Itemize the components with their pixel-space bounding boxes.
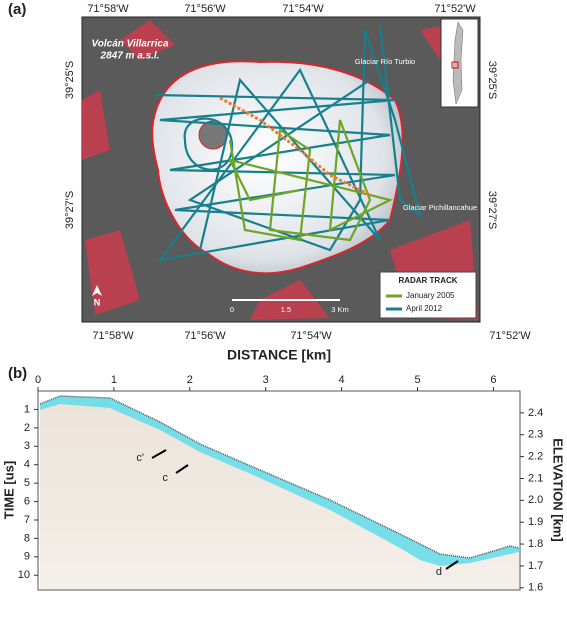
y2-tick-label: 2.1 bbox=[528, 472, 543, 484]
north-label: N bbox=[94, 297, 101, 307]
y2-tick-label: 1.8 bbox=[528, 538, 543, 550]
legend-label: January 2005 bbox=[406, 291, 455, 300]
legend-label: April 2012 bbox=[406, 304, 443, 313]
lat-tick-label: 39°27'S bbox=[64, 191, 76, 229]
y2-tick-label: 1.7 bbox=[528, 560, 543, 572]
lon-tick-label: 71°58'W bbox=[92, 330, 134, 342]
y-axis-label: TIME [us] bbox=[1, 461, 16, 520]
annotation: c' bbox=[136, 452, 144, 464]
y2-tick-label: 1.9 bbox=[528, 516, 543, 528]
annotation: c bbox=[163, 472, 169, 484]
y2-tick-label: 2.4 bbox=[528, 407, 543, 419]
y2-axis-label: ELEVATION [km] bbox=[551, 438, 566, 542]
y2-tick-label: 2.2 bbox=[528, 451, 543, 463]
lon-tick-label: 71°58'W bbox=[87, 3, 129, 15]
north-arrow bbox=[92, 285, 102, 296]
profile bbox=[37, 390, 521, 591]
lon-tick-label: 71°56'W bbox=[184, 330, 226, 342]
glacier-label: Glaciar Pichillancahue bbox=[403, 203, 477, 212]
lat-tick-label: 39°27'S bbox=[486, 191, 498, 229]
glacier-label: Glaciar Río Turbio bbox=[355, 57, 415, 66]
y2-tick-label: 1.6 bbox=[528, 582, 543, 594]
x-tick-label: 2 bbox=[187, 374, 193, 386]
x-tick-label: 4 bbox=[339, 374, 345, 386]
lon-tick-label: 71°54'W bbox=[282, 3, 324, 15]
lon-tick-label: 71°52'W bbox=[434, 3, 476, 15]
x-tick-label: 1 bbox=[111, 374, 117, 386]
elevation-label: 2847 m a.s.l. bbox=[100, 51, 160, 62]
x-axis-label: DISTANCE [km] bbox=[227, 347, 331, 363]
annotation-line bbox=[151, 449, 167, 459]
inset-location bbox=[451, 61, 459, 69]
scale-label: 1.5 bbox=[281, 305, 291, 314]
y-tick-label: 7 bbox=[24, 514, 30, 526]
y-tick-label: 3 bbox=[24, 440, 30, 452]
y2-tick-label: 2.3 bbox=[528, 429, 543, 441]
y-tick-label: 6 bbox=[24, 495, 30, 507]
map bbox=[81, 16, 481, 323]
lat-tick-label: 39°25'S bbox=[64, 61, 76, 99]
y-tick-label: 4 bbox=[24, 459, 30, 471]
y-tick-label: 9 bbox=[24, 551, 30, 563]
y-tick-label: 1 bbox=[24, 403, 30, 415]
profile-marker: c bbox=[316, 156, 321, 166]
annotation-line bbox=[175, 464, 189, 474]
lat-tick-label: 39°25'S bbox=[486, 61, 498, 99]
tracks-2005 bbox=[227, 119, 394, 242]
panel-label: (a) bbox=[8, 1, 26, 18]
ice-layer bbox=[40, 396, 519, 566]
lon-tick-label: 71°56'W bbox=[184, 3, 226, 15]
panel-label: (b) bbox=[8, 365, 27, 382]
y-tick-label: 5 bbox=[24, 477, 30, 489]
x-tick-label: 3 bbox=[263, 374, 269, 386]
annotation-line bbox=[445, 560, 459, 570]
volcano-label: Volcán Villarrica bbox=[91, 39, 169, 50]
x-tick-label: 0 bbox=[35, 374, 41, 386]
profile-track bbox=[219, 96, 371, 197]
lon-tick-label: 71°52'W bbox=[489, 330, 531, 342]
y2-tick-label: 2.0 bbox=[528, 494, 543, 506]
x-tick-label: 6 bbox=[490, 374, 496, 386]
lon-tick-label: 71°54'W bbox=[290, 330, 332, 342]
scale-label: 3 Km bbox=[331, 305, 349, 314]
y-tick-label: 10 bbox=[18, 569, 30, 581]
x-tick-label: 5 bbox=[414, 374, 420, 386]
annotation: d bbox=[436, 566, 442, 578]
y-tick-label: 2 bbox=[24, 422, 30, 434]
scale-label: 0 bbox=[230, 305, 234, 314]
legend-title: RADAR TRACK bbox=[398, 276, 457, 285]
surface-reflection bbox=[39, 395, 520, 559]
y-tick-label: 8 bbox=[24, 532, 30, 544]
